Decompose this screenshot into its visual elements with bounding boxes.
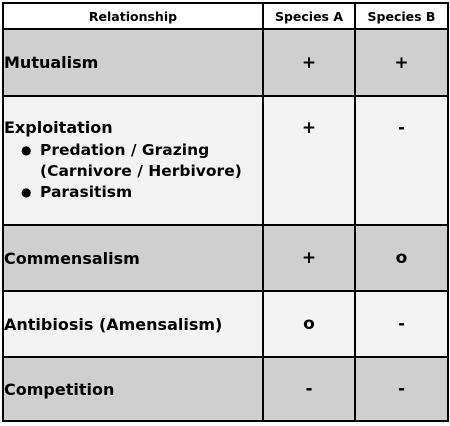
species-a-effect: + [262,224,356,292]
relationship-cell: Exploitation ● Predation / Grazing (Carn… [2,95,264,226]
species-b-effect: o [354,224,449,292]
species-a-effect: + [262,28,356,97]
bullet-icon: ● [21,143,32,157]
bullet-icon: ● [21,185,32,199]
species-a-effect: + [262,95,356,226]
table-row: Commensalism + o [2,224,449,292]
list-item: ● Parasitism [4,182,262,203]
subtype-detail: (Carnivore / Herbivore) [40,162,242,180]
species-b-effect: - [354,290,449,358]
header-species-b: Species B [354,2,449,30]
subtype-list: ● Predation / Grazing (Carnivore / Herbi… [4,140,262,203]
table-row: Competition - - [2,356,449,422]
relationship-name: Mutualism [2,28,264,97]
species-a-effect: - [262,356,356,422]
species-b-effect: + [354,28,449,97]
relationship-table: Relationship Species A Species B Mutuali… [2,2,449,422]
relationship-name: Competition [2,356,264,422]
header-relationship: Relationship [2,2,264,30]
header-species-a: Species A [262,2,356,30]
relationship-name: Antibiosis (Amensalism) [2,290,264,358]
species-b-effect: - [354,95,449,226]
header-row: Relationship Species A Species B [2,2,449,30]
table-row: Exploitation ● Predation / Grazing (Carn… [2,95,449,226]
table-row: Antibiosis (Amensalism) o - [2,290,449,358]
subtype-label: Predation / Grazing [40,141,210,159]
list-item: ● Predation / Grazing (Carnivore / Herbi… [4,140,262,182]
species-b-effect: - [354,356,449,422]
relationship-name: Commensalism [2,224,264,292]
table-row: Mutualism + + [2,28,449,97]
relationship-name: Exploitation [4,118,113,137]
subtype-label: Parasitism [40,183,133,201]
species-a-effect: o [262,290,356,358]
